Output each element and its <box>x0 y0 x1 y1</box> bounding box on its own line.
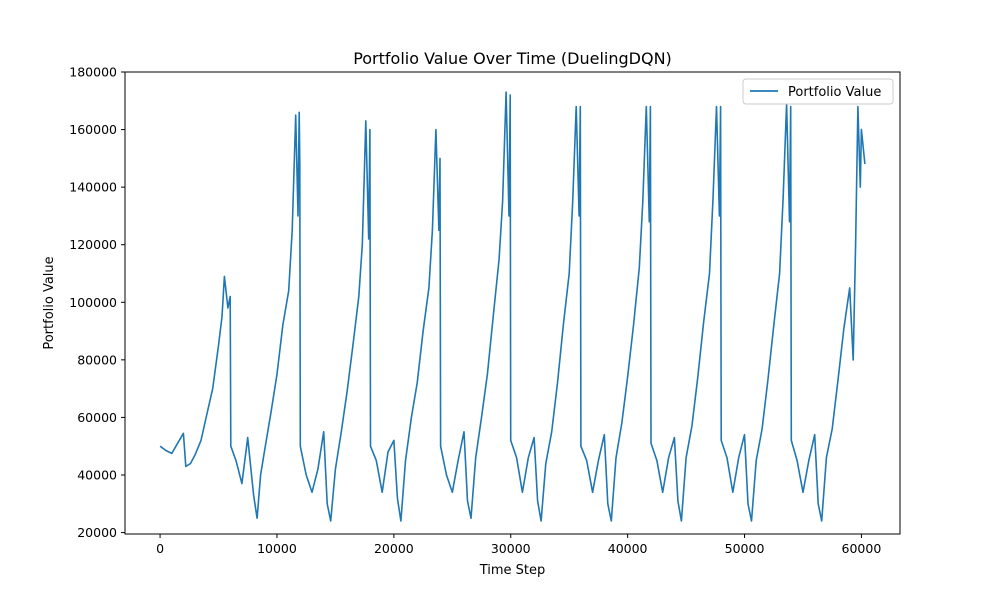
legend-entry-portfolio-value: Portfolio Value <box>788 85 881 100</box>
y-tick-label: 100000 <box>69 295 117 310</box>
series-line-portfolio-value <box>159 91 866 522</box>
legend: Portfolio Value <box>742 78 894 105</box>
x-tick-label: 30000 <box>491 541 531 556</box>
x-tick-label: 10000 <box>257 541 297 556</box>
y-axis: 20000 40000 60000 80000 100000 120000 140000 16… <box>69 65 125 540</box>
y-axis-label: Portfolio Value <box>42 256 57 349</box>
x-tick-label: 20000 <box>374 541 414 556</box>
legend-box <box>742 78 894 105</box>
plot-lines <box>159 91 866 522</box>
chart-title: Portfolio Value Over Time (DuelingDQN) <box>353 49 672 68</box>
y-tick-label: 120000 <box>69 237 117 252</box>
x-tick-label: 40000 <box>608 541 648 556</box>
y-tick-label: 40000 <box>77 467 117 482</box>
y-tick-label: 160000 <box>69 122 117 137</box>
y-tick-label: 140000 <box>69 180 117 195</box>
x-tick-label: 50000 <box>725 541 765 556</box>
x-tick-label: 60000 <box>842 541 882 556</box>
x-axis-label: Time Step <box>479 563 546 578</box>
x-tick-label: 0 <box>156 541 164 556</box>
plot-frame <box>124 71 901 535</box>
y-tick-label: 180000 <box>69 65 117 80</box>
y-tick-label: 80000 <box>77 352 117 367</box>
y-tick-label: 20000 <box>77 525 117 540</box>
x-axis: 0 10000 20000 30000 40000 50000 60000 <box>156 534 881 556</box>
y-tick-label: 60000 <box>77 410 117 425</box>
